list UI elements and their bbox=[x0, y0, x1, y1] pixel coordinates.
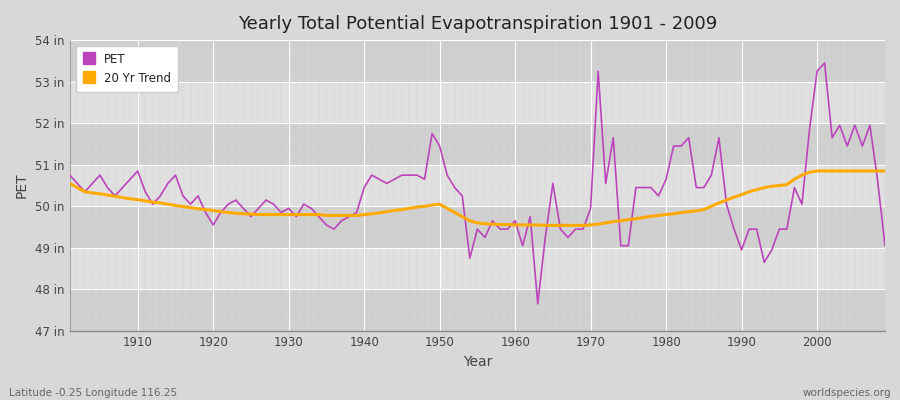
20 Yr Trend bbox=[879, 168, 890, 173]
Text: Latitude -0.25 Longitude 116.25: Latitude -0.25 Longitude 116.25 bbox=[9, 388, 177, 398]
Title: Yearly Total Potential Evapotranspiration 1901 - 2009: Yearly Total Potential Evapotranspiratio… bbox=[238, 15, 717, 33]
Legend: PET, 20 Yr Trend: PET, 20 Yr Trend bbox=[76, 46, 178, 92]
20 Yr Trend bbox=[291, 212, 302, 217]
X-axis label: Year: Year bbox=[463, 355, 492, 369]
20 Yr Trend bbox=[336, 213, 346, 218]
PET bbox=[502, 227, 513, 232]
Line: PET: PET bbox=[69, 63, 885, 304]
20 Yr Trend bbox=[502, 222, 513, 227]
Text: worldspecies.org: worldspecies.org bbox=[803, 388, 891, 398]
Bar bbox=[69, 123, 885, 165]
Y-axis label: PET: PET bbox=[15, 173, 29, 198]
PET bbox=[879, 243, 890, 248]
Line: 20 Yr Trend: 20 Yr Trend bbox=[69, 171, 885, 225]
PET bbox=[819, 60, 830, 65]
PET bbox=[608, 135, 618, 140]
Bar bbox=[69, 165, 885, 206]
PET bbox=[509, 218, 520, 223]
20 Yr Trend bbox=[64, 181, 75, 186]
20 Yr Trend bbox=[812, 168, 823, 173]
PET bbox=[64, 173, 75, 178]
PET bbox=[533, 302, 544, 306]
PET bbox=[291, 214, 302, 219]
PET bbox=[336, 218, 346, 223]
PET bbox=[125, 177, 136, 182]
20 Yr Trend bbox=[125, 196, 136, 201]
Bar bbox=[69, 82, 885, 123]
20 Yr Trend bbox=[608, 219, 618, 224]
Bar bbox=[69, 248, 885, 289]
Bar bbox=[69, 40, 885, 82]
Bar bbox=[69, 206, 885, 248]
20 Yr Trend bbox=[509, 222, 520, 227]
Bar bbox=[69, 289, 885, 331]
20 Yr Trend bbox=[540, 223, 551, 228]
